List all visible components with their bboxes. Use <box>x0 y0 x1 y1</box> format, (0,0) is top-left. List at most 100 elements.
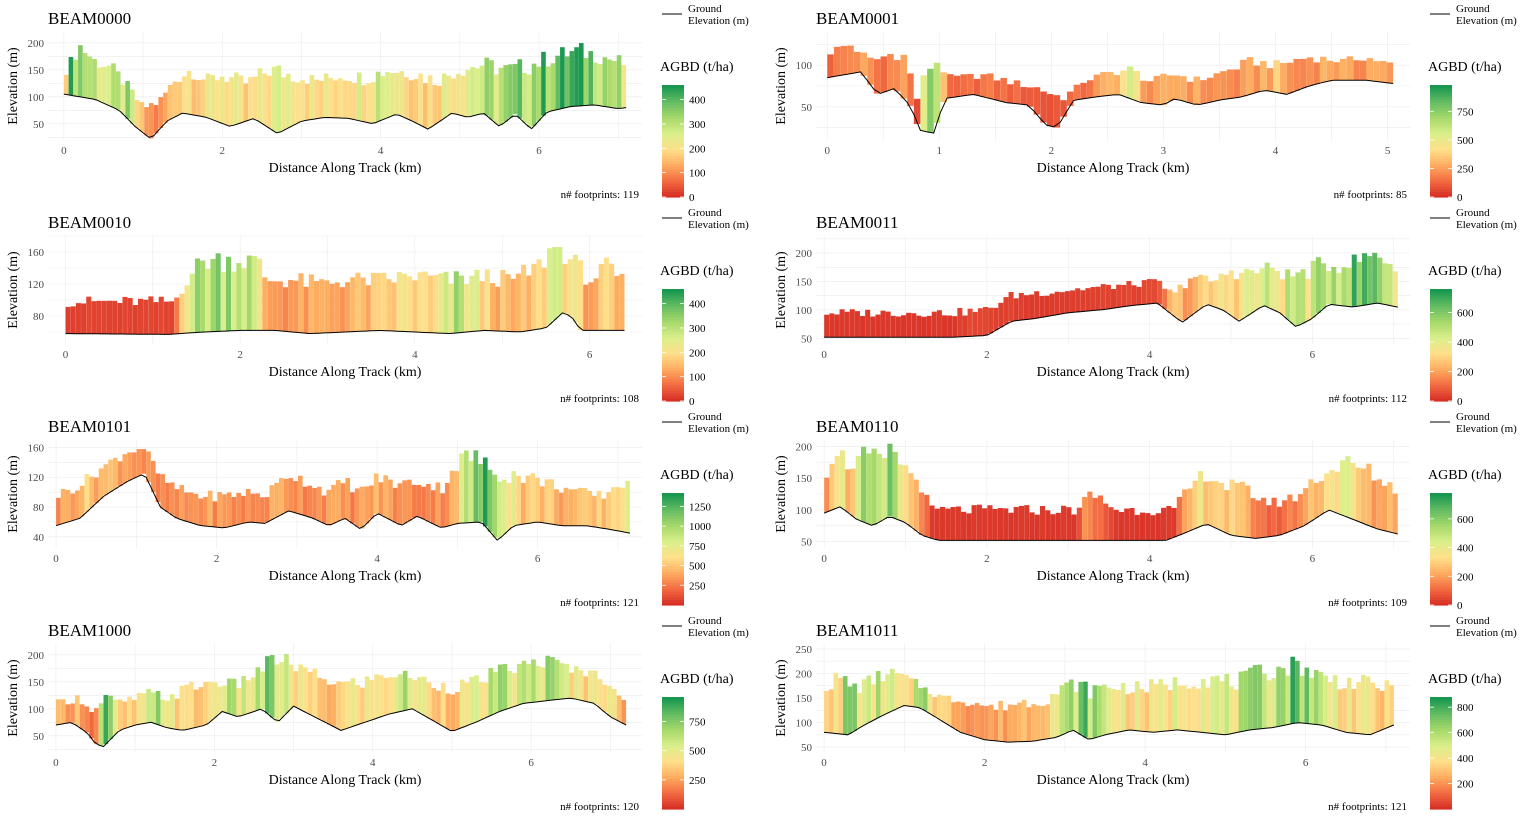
colorbar-swatch <box>662 535 684 539</box>
colorbar-swatch <box>662 152 684 156</box>
footprint-bar <box>191 79 197 116</box>
colorbar-tick-label: 200 <box>1457 571 1474 583</box>
footprint-bar <box>122 454 128 484</box>
colorbar-swatch <box>662 521 684 525</box>
footprint-bar <box>89 476 94 508</box>
footprint-bar <box>1120 682 1126 732</box>
footprint-bar <box>141 693 147 724</box>
colorbar-swatch <box>1430 568 1452 572</box>
colorbar-swatch <box>1430 708 1452 712</box>
footprint-bar <box>1024 505 1030 541</box>
colorbar-swatch <box>1430 783 1452 788</box>
y-tick-label: 150 <box>796 276 813 288</box>
y-tick-label: 200 <box>28 38 45 50</box>
footprint-bar <box>502 663 508 710</box>
footprint-bar <box>165 700 170 728</box>
colorbar-swatch <box>1430 127 1452 131</box>
colorbar-swatch <box>1430 596 1452 600</box>
footprint-bar <box>583 284 589 331</box>
x-tick-label: 0 <box>821 553 827 565</box>
footprint-bar <box>545 66 551 112</box>
footprint-bar <box>941 695 947 723</box>
footprint-bar <box>1054 694 1060 738</box>
footprint-bar <box>850 468 856 517</box>
footprint-bar <box>1012 704 1018 742</box>
footprint-bar <box>536 259 542 330</box>
footprint-bar <box>269 655 275 718</box>
footprint-bar <box>1047 94 1054 127</box>
footprint-bar <box>1141 280 1147 305</box>
colorbar-swatch <box>1430 319 1452 324</box>
footprint-bar <box>833 672 839 734</box>
colorbar-swatch <box>1430 509 1452 514</box>
footprint-bar <box>522 72 527 123</box>
footprint-bar <box>422 271 428 333</box>
colorbar-swatch <box>1430 294 1452 298</box>
colorbar-swatch <box>662 750 684 754</box>
footprint-bar <box>106 300 113 334</box>
footprint-bar <box>421 676 427 716</box>
footprint-bar <box>443 271 449 334</box>
colorbar-swatch <box>1430 702 1452 706</box>
colorbar-swatch <box>662 339 684 343</box>
footprint-bar <box>81 303 87 334</box>
colorbar-swatch <box>1430 384 1452 388</box>
legend-line-label: Ground <box>688 615 722 627</box>
footprint-bar <box>552 247 558 320</box>
footprint-bar <box>887 443 893 517</box>
footprint-bar <box>430 490 436 524</box>
footprint-bar <box>1320 56 1327 83</box>
footprint-bar <box>158 97 164 128</box>
footprint-bar <box>334 282 340 333</box>
footprint-count: n# footprints: 120 <box>560 801 639 813</box>
colorbar-swatch <box>1430 118 1452 122</box>
footprint-bar <box>1252 665 1258 730</box>
chart-panel-beam0011: BEAM0011 50 100 150 200 0 2 4 6 Distance Along Tr… <box>770 204 1538 408</box>
colorbar-swatch <box>662 132 684 136</box>
colorbar-swatch <box>662 579 684 584</box>
footprint-bar <box>250 677 256 712</box>
footprint-count: n# footprints: 112 <box>1329 393 1407 405</box>
footprint-bar <box>602 684 608 713</box>
footprint-bar <box>207 490 213 527</box>
footprint-bar <box>369 679 375 720</box>
colorbar-swatch <box>662 141 684 145</box>
footprint-bar <box>252 76 258 120</box>
footprint-bar <box>1315 257 1321 314</box>
footprint-bar <box>1034 514 1040 541</box>
footprint-bar <box>1331 266 1337 305</box>
footprint-bar <box>1353 60 1360 81</box>
colorbar-swatch <box>662 118 684 122</box>
agbd-colorbar: AGBD (t/ha) 0 200 400 600 <box>1428 468 1502 612</box>
x-axis-title: Distance Along Track (km) <box>1037 773 1190 788</box>
footprint-bar <box>440 682 446 727</box>
footprint-bar <box>913 678 919 708</box>
footprint-bar <box>1219 681 1225 735</box>
footprint-bar <box>824 477 830 513</box>
footprint-bar <box>1299 675 1305 724</box>
footprint-bar <box>257 258 263 331</box>
footprint-bar <box>1146 279 1152 304</box>
colorbar-swatch <box>662 194 684 198</box>
footprint-bar <box>60 699 66 724</box>
colorbar-swatch <box>1430 291 1452 296</box>
colorbar-swatch <box>1430 345 1452 349</box>
footprint-bar <box>596 490 602 528</box>
footprint-bar <box>1280 279 1286 316</box>
footprint-bar <box>1262 673 1267 729</box>
colorbar-swatch <box>662 191 684 195</box>
footprint-bar <box>295 82 301 124</box>
footprint-bar <box>1003 297 1009 325</box>
footprint-bar <box>536 66 542 121</box>
colorbar-swatch <box>662 135 684 139</box>
colorbar-swatch <box>662 711 684 715</box>
footprint-bar <box>1173 75 1181 100</box>
footprint-bar <box>205 268 211 332</box>
footprint-bar <box>1093 74 1101 97</box>
footprint-bar <box>860 52 868 76</box>
footprint-bar <box>1082 497 1088 541</box>
footprint-bar <box>1131 285 1137 306</box>
footprint-bar <box>500 269 506 332</box>
